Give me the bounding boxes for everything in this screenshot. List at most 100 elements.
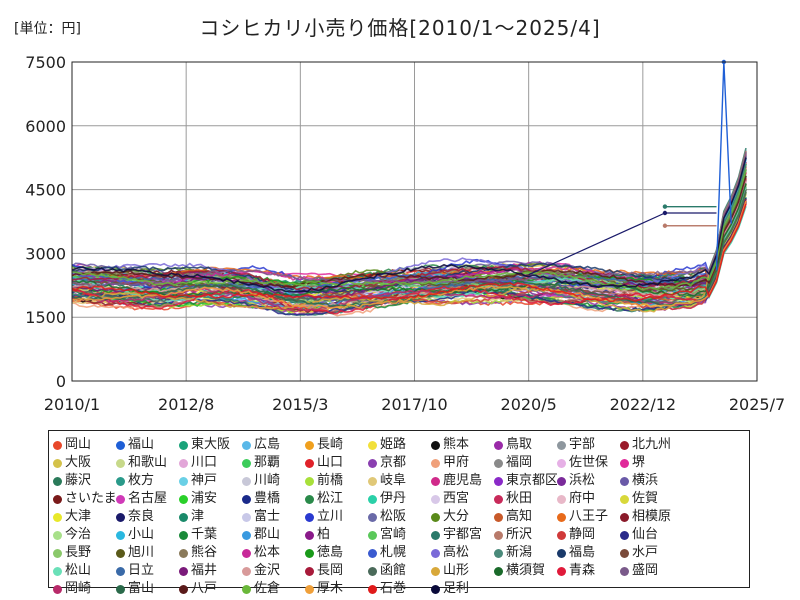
- legend-item: 水戸: [620, 544, 683, 562]
- legend-label: 横須賀: [506, 563, 546, 578]
- legend-swatch: [242, 548, 251, 558]
- legend-swatch: [557, 548, 566, 558]
- outlier-line: [528, 212, 666, 276]
- legend-label: 宇部: [569, 437, 596, 452]
- legend-label: 大津: [65, 509, 92, 524]
- legend-label: 所沢: [506, 527, 533, 542]
- legend-swatch: [431, 530, 440, 540]
- legend-item: 豊橋: [242, 490, 305, 508]
- legend-label: 熊本: [443, 437, 470, 452]
- legend-swatch: [494, 566, 503, 576]
- legend-swatch: [620, 566, 629, 576]
- legend-item: 西宮: [431, 490, 494, 508]
- legend-swatch: [242, 476, 251, 486]
- legend-label: 静岡: [569, 527, 596, 542]
- legend-item: 郡山: [242, 526, 305, 544]
- legend-item: 静岡: [557, 526, 620, 544]
- legend-label: 青森: [569, 563, 596, 578]
- x-tick-label: 2012/8: [158, 395, 214, 414]
- legend-swatch: [494, 530, 503, 540]
- unit-label: [単位：円]: [14, 21, 81, 37]
- legend-label: 松本: [254, 545, 281, 560]
- legend-label: 前橋: [317, 473, 344, 488]
- legend-label: 松山: [65, 563, 92, 578]
- legend-item: 盛岡: [620, 562, 683, 580]
- legend-label: 郡山: [254, 527, 281, 542]
- legend-swatch: [242, 566, 251, 576]
- legend-item: 枚方: [116, 472, 179, 490]
- legend-label: 富士: [254, 509, 281, 524]
- legend-label: 姫路: [380, 437, 407, 452]
- legend-label: 富山: [128, 581, 155, 596]
- legend-label: 伊丹: [380, 491, 407, 506]
- legend-label: 佐賀: [632, 491, 659, 506]
- legend-item: 鳥取: [494, 436, 557, 454]
- legend-swatch: [53, 494, 62, 504]
- legend-label: 福井: [191, 563, 218, 578]
- outlier-point: [662, 223, 668, 228]
- legend-swatch: [557, 476, 566, 486]
- legend-swatch: [305, 476, 314, 486]
- y-tick-label: 4500: [25, 181, 66, 200]
- series-line: [71, 151, 747, 313]
- legend-item: 鹿児島: [431, 472, 494, 490]
- x-tick-label: 2010/1: [44, 395, 100, 414]
- legend-swatch: [53, 566, 62, 576]
- legend-item: 甲府: [431, 454, 494, 472]
- legend-swatch: [242, 494, 251, 504]
- legend-swatch: [494, 512, 503, 522]
- legend-item: 東大阪: [179, 436, 242, 454]
- legend-label: 豊橋: [254, 491, 281, 506]
- legend-item: 函館: [368, 562, 431, 580]
- legend-swatch: [242, 440, 251, 450]
- legend-item: 神戸: [179, 472, 242, 490]
- legend-item: 横浜: [620, 472, 683, 490]
- legend-label: 秋田: [506, 491, 533, 506]
- y-tick-label: 7500: [25, 53, 66, 72]
- legend-label: 八王子: [569, 509, 609, 524]
- legend-item: 松本: [242, 544, 305, 562]
- legend-label: 仙台: [632, 527, 659, 542]
- legend-label: 甲府: [443, 455, 470, 470]
- legend-label: 川口: [191, 455, 218, 470]
- legend-item: 長岡: [305, 562, 368, 580]
- legend-item: 長野: [53, 544, 116, 562]
- legend-label: 堺: [632, 455, 646, 470]
- legend-item: 松山: [53, 562, 116, 580]
- legend-label: 厚木: [317, 581, 344, 596]
- legend-swatch: [116, 530, 125, 540]
- legend-label: 浦安: [191, 491, 218, 506]
- legend-label: 鹿児島: [443, 473, 483, 488]
- legend-swatch: [431, 548, 440, 558]
- legend-label: 山口: [317, 455, 344, 470]
- legend-item: 前橋: [305, 472, 368, 490]
- legend-label: 石巻: [380, 581, 407, 596]
- legend-swatch: [620, 494, 629, 504]
- legend-item: 小山: [116, 526, 179, 544]
- legend-swatch: [53, 440, 62, 450]
- x-tick-label: 2022/12: [610, 395, 676, 414]
- legend-swatch: [368, 548, 377, 558]
- legend-item: 千葉: [179, 526, 242, 544]
- legend-label: 府中: [569, 491, 596, 506]
- legend-label: 佐倉: [254, 581, 281, 596]
- legend-swatch: [494, 440, 503, 450]
- legend-swatch: [620, 512, 629, 522]
- y-tick-label: 0: [56, 372, 66, 391]
- legend-item: 所沢: [494, 526, 557, 544]
- legend-item: 大分: [431, 508, 494, 526]
- legend-item: 八王子: [557, 508, 620, 526]
- legend-label: 奈良: [128, 509, 155, 524]
- legend-swatch: [179, 566, 188, 576]
- legend-label: 広島: [254, 437, 281, 452]
- legend-swatch: [557, 512, 566, 522]
- legend-item: 高知: [494, 508, 557, 526]
- legend-label: 岡山: [65, 437, 92, 452]
- legend-label: 相模原: [632, 509, 672, 524]
- legend-label: 佐世保: [569, 455, 609, 470]
- legend-swatch: [620, 440, 629, 450]
- legend-label: 水戸: [632, 545, 659, 560]
- legend-label: 和歌山: [128, 455, 168, 470]
- series-line: [71, 153, 747, 300]
- legend-swatch: [179, 458, 188, 468]
